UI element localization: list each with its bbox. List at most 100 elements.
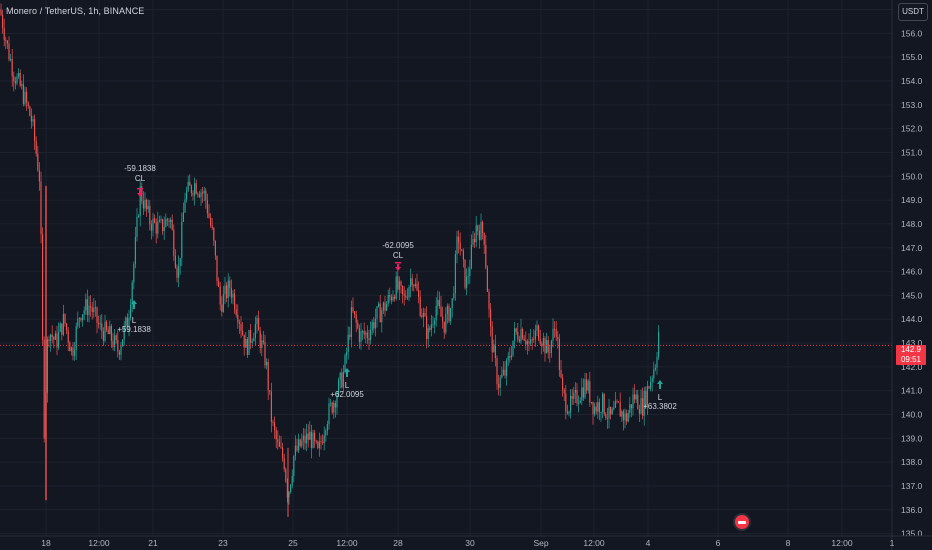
time-axis[interactable]: 18 12:00 21 23 25 12:00 28 30 Sep 12:00 4 6 8 12:00 1 xyxy=(0,535,932,548)
candle-body xyxy=(186,190,188,200)
candle-body xyxy=(459,242,461,250)
long-entry-arrow-icon xyxy=(657,380,663,389)
currency-button[interactable]: USDT xyxy=(898,3,928,21)
trade-signal[interactable]: L+62.0095 xyxy=(330,368,364,399)
candle-body xyxy=(363,331,365,335)
candle-body xyxy=(107,329,109,335)
candle-body xyxy=(435,305,437,321)
candle-body xyxy=(539,339,541,344)
tradingview-logo-icon[interactable] xyxy=(735,515,749,529)
trade-label: L xyxy=(132,316,137,325)
candle-body xyxy=(245,339,247,348)
candle-body xyxy=(658,331,660,358)
candle-body xyxy=(616,401,618,402)
candle-body xyxy=(405,295,407,298)
candle-body xyxy=(387,295,389,305)
candle-body xyxy=(283,457,285,470)
time-tick-label: 8 xyxy=(786,538,791,548)
candle-body xyxy=(512,340,514,356)
candle-body xyxy=(293,456,295,476)
candle-body xyxy=(83,310,85,315)
candle-body xyxy=(282,447,284,458)
price-tick-label: 136.0 xyxy=(901,505,923,515)
candle-body xyxy=(246,339,248,355)
price-tick-label: 155.0 xyxy=(901,52,923,62)
candle-body xyxy=(54,333,56,340)
candle-body xyxy=(294,445,296,457)
candle-body xyxy=(477,225,479,231)
candle-body xyxy=(291,475,293,485)
price-tick-label: 156.0 xyxy=(901,28,923,38)
candle-body xyxy=(466,276,468,288)
candle-body xyxy=(416,283,418,291)
price-tick-label: 135.0 xyxy=(901,529,923,539)
candle-body xyxy=(600,412,602,413)
candle-body xyxy=(598,402,600,413)
candle-body xyxy=(320,441,322,443)
candle-body xyxy=(195,183,197,194)
candle-body xyxy=(77,318,79,327)
candle-body xyxy=(197,193,199,195)
candle-body xyxy=(154,218,156,223)
price-tick-label: 144.0 xyxy=(901,314,923,324)
candle-body xyxy=(194,183,196,196)
candle-body xyxy=(94,307,96,309)
candle-body xyxy=(150,224,152,231)
candle-body xyxy=(496,358,498,385)
candle-body xyxy=(622,411,624,421)
trade-label: L xyxy=(345,381,350,390)
candle-body xyxy=(232,293,234,298)
candle-body xyxy=(608,406,610,419)
candle-body xyxy=(80,318,82,321)
candle-body xyxy=(461,249,463,251)
candle-body xyxy=(499,377,501,388)
candle-body xyxy=(469,268,471,276)
candle-body xyxy=(509,356,511,358)
candle-body xyxy=(498,384,500,388)
candle-body xyxy=(438,299,440,307)
price-axis[interactable]: 157.0156.0155.0154.0153.0152.0151.0150.0… xyxy=(891,0,923,550)
candle-body xyxy=(75,326,77,350)
candle-body xyxy=(568,411,570,414)
candle-body xyxy=(614,401,616,408)
candle-body xyxy=(310,431,312,448)
candle-body xyxy=(451,298,453,309)
candle-body xyxy=(630,404,632,409)
candle-body xyxy=(149,206,151,225)
candle-body xyxy=(254,324,256,338)
candle-body xyxy=(507,356,509,361)
candle-body xyxy=(235,309,237,315)
trade-signal[interactable]: L+63.3802 xyxy=(643,380,677,411)
candle-body xyxy=(261,340,263,348)
candle-body xyxy=(344,355,346,372)
candle-body xyxy=(27,102,29,107)
candle-body xyxy=(646,386,648,406)
candle-body xyxy=(123,325,125,340)
candle-body xyxy=(269,390,271,392)
candle-body xyxy=(72,347,74,356)
time-tick-label: 12:00 xyxy=(583,538,605,548)
candle-body xyxy=(120,346,122,355)
trade-signal[interactable]: L+59.1838 xyxy=(117,300,151,334)
candle-body xyxy=(168,220,170,223)
candle-body xyxy=(96,307,98,323)
candle-body xyxy=(166,219,168,221)
candle-body xyxy=(637,394,639,410)
candle-body xyxy=(250,329,252,343)
candle-body xyxy=(339,372,341,380)
candle-body xyxy=(222,294,224,312)
candle-body xyxy=(587,381,589,391)
candle-body xyxy=(240,323,242,332)
candle-body xyxy=(30,115,32,122)
candle-body xyxy=(590,402,592,403)
candle-body xyxy=(160,219,162,221)
candle-body xyxy=(216,255,218,281)
candle-body xyxy=(286,481,288,498)
candle-body xyxy=(48,339,50,342)
candle-body xyxy=(518,339,520,342)
candle-body xyxy=(112,340,114,347)
candle-body xyxy=(331,402,333,413)
